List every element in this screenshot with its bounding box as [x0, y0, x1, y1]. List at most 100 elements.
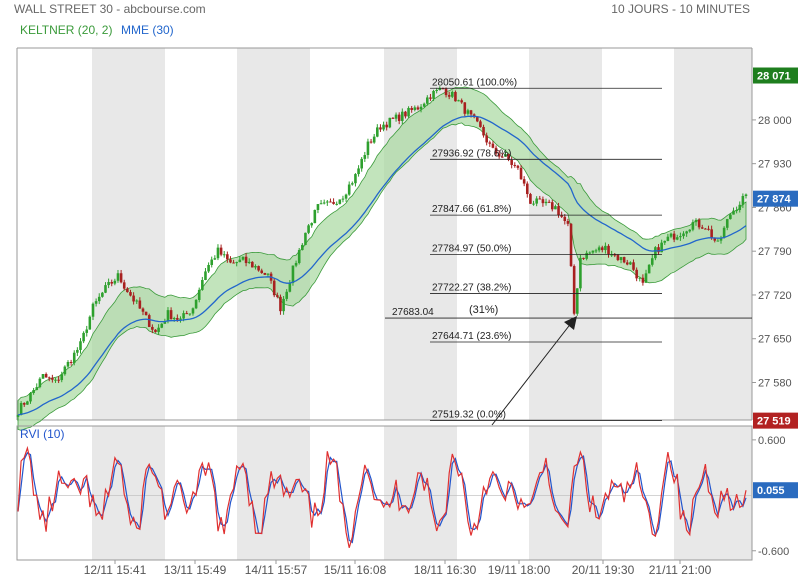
candle-body — [119, 273, 123, 283]
candle-body — [179, 318, 182, 320]
candle-body — [713, 237, 717, 241]
candle-body — [276, 295, 279, 297]
candle-body — [682, 233, 685, 237]
mme-line — [17, 115, 747, 416]
candle-body — [694, 219, 698, 223]
candle-body — [357, 168, 360, 175]
candle-body — [316, 204, 320, 210]
candle-body — [319, 203, 323, 205]
candle-body — [201, 279, 204, 290]
candle-body — [432, 90, 435, 99]
candle-body — [294, 263, 298, 266]
candle-body — [666, 236, 670, 241]
candle-body — [438, 88, 442, 91]
candle-body — [732, 210, 735, 215]
rvi-panel-border — [16, 425, 753, 561]
candle-body — [560, 215, 563, 217]
candle-body — [307, 225, 310, 233]
candle-body — [591, 250, 595, 253]
candle-body — [529, 194, 532, 204]
day-shade — [674, 426, 752, 560]
candle-body — [710, 229, 713, 238]
candle-body — [385, 124, 388, 128]
candle-body — [16, 414, 20, 417]
candle-body — [729, 214, 732, 220]
fibo-level-label: 27784.97 (50.0%) — [432, 243, 512, 254]
candle-body — [257, 266, 260, 271]
candle-body — [604, 245, 607, 251]
candle-body — [82, 332, 85, 342]
candle-body — [744, 194, 748, 196]
extra-level-pct: (31%) — [469, 304, 498, 316]
candle-body — [554, 206, 557, 210]
legend-keltner: KELTNER (20, 2) — [20, 23, 112, 37]
x-tick-label: 14/11 15:57 — [245, 563, 308, 577]
candle-body — [600, 247, 604, 251]
candle-body — [76, 349, 79, 353]
candle-body — [151, 326, 154, 330]
candle-body — [725, 219, 729, 228]
candle-body — [135, 300, 139, 302]
candle-body — [691, 222, 695, 230]
candle-body — [669, 233, 673, 237]
candle-body — [226, 254, 229, 260]
candle-body — [688, 229, 692, 232]
candle-body — [57, 379, 60, 381]
candle-body — [485, 135, 488, 143]
candle-body — [657, 247, 660, 253]
annotation-arrow — [491, 321, 573, 426]
candle-body — [685, 231, 688, 234]
candle-body — [272, 280, 276, 296]
candle-body — [351, 183, 354, 185]
candle-body — [213, 258, 217, 260]
candle-body — [579, 257, 582, 289]
candle-body — [32, 390, 35, 393]
x-tick-label: 19/11 18:00 — [488, 563, 551, 577]
x-tick-label: 13/11 15:49 — [164, 563, 227, 577]
candle-body — [141, 308, 145, 312]
candle-body — [569, 223, 573, 267]
candle-body — [244, 256, 248, 264]
fibo-level-label: 28050.61 (100.0%) — [432, 77, 517, 88]
low-price-badge-label: 27 519 — [757, 416, 791, 428]
candle-body — [441, 88, 445, 90]
candle-body — [619, 257, 623, 261]
rvi-y-tick-label: -0.600 — [758, 546, 789, 558]
candle-body — [482, 126, 485, 136]
candle-body — [104, 285, 107, 293]
candle-body — [419, 106, 423, 110]
candle-body — [360, 158, 363, 169]
candle-body — [207, 264, 210, 272]
candle-body — [216, 247, 220, 259]
candle-body — [88, 316, 92, 330]
candle-body — [19, 403, 23, 415]
candle-body — [500, 156, 504, 158]
rvi-y-tick-label: 0.600 — [758, 435, 786, 447]
candle-body — [254, 266, 257, 268]
candle-body — [610, 254, 613, 256]
candle-body — [429, 97, 432, 99]
candle-body — [679, 236, 682, 238]
candle-body — [110, 282, 114, 284]
high-price-badge — [753, 67, 798, 84]
candle-body — [101, 292, 104, 297]
candle-body — [410, 107, 413, 110]
day-shade — [92, 426, 165, 560]
candle-body — [210, 259, 214, 265]
candle-body — [494, 147, 498, 154]
candle-body — [488, 142, 492, 144]
candle-body — [310, 223, 313, 226]
chart-period: 10 JOURS - 10 MINUTES — [611, 2, 750, 16]
candle-body — [182, 313, 185, 319]
candle-body — [550, 202, 554, 210]
candle-body — [122, 282, 126, 289]
candle-body — [616, 254, 620, 261]
annotation-arrow-head — [564, 316, 577, 330]
day-shade — [384, 426, 457, 560]
candle-body — [282, 298, 285, 312]
candle-body — [463, 102, 467, 114]
low-price-badge — [753, 412, 798, 429]
candle-body — [416, 107, 420, 110]
fibo-level-label: 27847.66 (61.8%) — [432, 204, 512, 215]
candle-body — [129, 292, 132, 296]
